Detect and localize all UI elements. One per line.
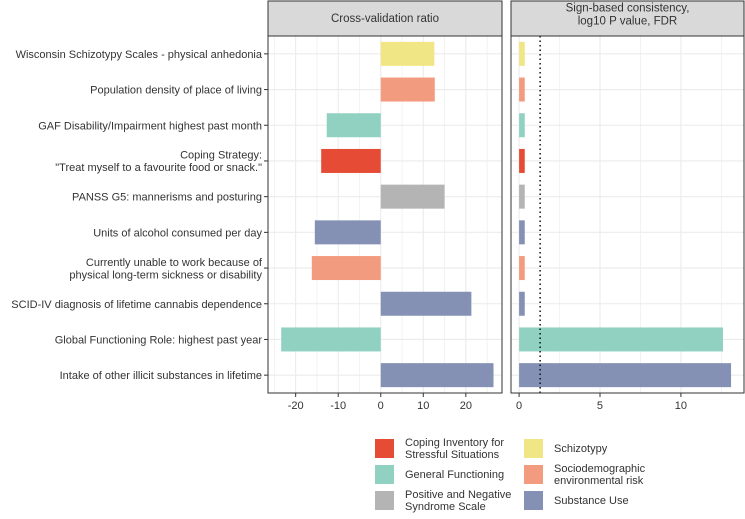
bar — [519, 291, 525, 316]
legend-label: Schizotypy — [554, 443, 608, 455]
legend-label: General Functioning — [405, 469, 504, 481]
bar — [380, 184, 445, 209]
bar — [380, 291, 472, 316]
legend-swatch — [524, 439, 543, 458]
panel-border — [510, 35, 745, 394]
bar — [321, 148, 381, 173]
category-label: Intake of other illicit substances in li… — [60, 370, 262, 382]
legend-swatch — [524, 491, 543, 510]
category-label: Currently unable to work because of physi… — [69, 257, 263, 282]
x-tick-label: 10 — [417, 400, 429, 412]
x-tick-label: -20 — [288, 400, 304, 412]
panel-border — [267, 35, 503, 394]
bar — [380, 77, 435, 102]
category-label: Global Functioning Role: highest past ye… — [55, 334, 263, 346]
bar — [519, 220, 525, 245]
bar — [380, 41, 435, 66]
bar — [519, 148, 525, 173]
legend-swatch — [375, 439, 394, 458]
category-label: PANSS G5: mannerisms and posturing — [72, 192, 262, 204]
category-label: Wisconsin Schizotypy Scales - physical a… — [16, 49, 263, 61]
bar — [314, 220, 381, 245]
bar — [519, 77, 525, 102]
x-tick-label: 20 — [460, 400, 472, 412]
bar — [519, 113, 525, 138]
bar — [519, 327, 723, 352]
category-label: Coping Strategy: "Treat myself to a favou… — [55, 150, 262, 175]
x-tick-label: 10 — [675, 400, 687, 412]
legend-swatch — [524, 465, 543, 484]
x-tick-label: 5 — [597, 400, 603, 412]
bar — [519, 41, 525, 66]
category-label: Units of alcohol consumed per day — [93, 227, 262, 239]
bar — [519, 256, 525, 281]
legend-label: Sociodemographic environmental risk — [554, 463, 646, 487]
category-label: Population density of place of living — [90, 85, 262, 97]
legend-label: Coping Inventory for Stressful Situations — [405, 437, 504, 461]
bar — [281, 327, 381, 352]
legend-swatch — [375, 491, 394, 510]
category-label: SCID-IV diagnosis of lifetime cannabis d… — [11, 299, 262, 311]
legend-label: Positive and Negative Syndrome Scale — [405, 489, 511, 513]
bar — [519, 363, 732, 388]
bar — [380, 363, 494, 388]
panel-title: Cross-validation ratio — [331, 13, 439, 25]
x-tick-label: 0 — [378, 400, 384, 412]
bar — [326, 113, 381, 138]
bar — [311, 256, 381, 281]
x-tick-label: 0 — [516, 400, 522, 412]
bar — [519, 184, 525, 209]
panel-title: Sign-based consistency, log10 P value, FD… — [566, 3, 690, 28]
legend-label: Substance Use — [554, 495, 629, 507]
category-label: GAF Disability/Impairment highest past m… — [38, 120, 262, 132]
x-tick-label: -10 — [330, 400, 346, 412]
panel-header — [267, 0, 503, 37]
legend-swatch — [375, 465, 394, 484]
